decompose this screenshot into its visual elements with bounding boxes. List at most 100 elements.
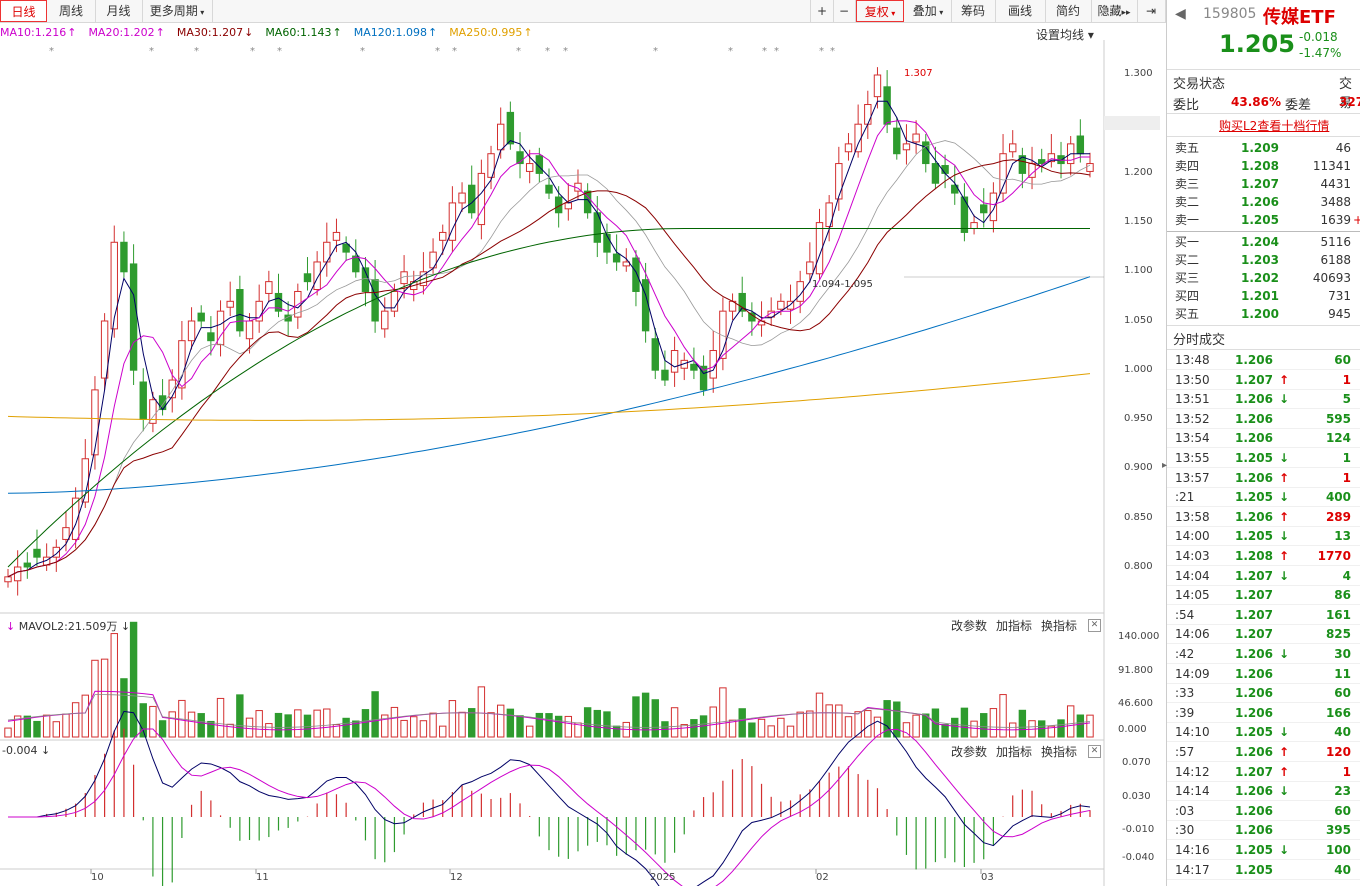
volume-bar (149, 705, 157, 738)
ask-price: 1.208 (1241, 159, 1279, 173)
weicha-value: 327 (1339, 95, 1360, 109)
tab-monthly[interactable]: 月线 (95, 0, 143, 22)
zoom-in-button[interactable]: + (810, 0, 834, 22)
volume-bar (525, 725, 534, 738)
trade-price: 1.206 (1235, 823, 1273, 838)
trade-volume: 5 (1342, 392, 1351, 407)
ask-row[interactable]: 卖三 1.207 4431 (1167, 175, 1360, 193)
bid-row[interactable]: 买五 1.200 945 (1167, 305, 1360, 323)
bid-volume: 945 (1328, 307, 1351, 321)
bid-volume: 5116 (1320, 235, 1351, 249)
close-icon[interactable]: ✕ (1088, 619, 1101, 632)
tab-daily[interactable]: 日线 (0, 0, 47, 22)
tab-weekly[interactable]: 周线 (47, 0, 96, 22)
candle-body (690, 363, 698, 371)
ask-volume: 4431 (1320, 177, 1351, 191)
add-indicator-button[interactable]: 加指标 (996, 619, 1033, 633)
trade-price: 1.206 (1235, 392, 1273, 407)
trade-volume: 60 (1334, 686, 1351, 701)
candle-body (216, 310, 225, 346)
bid-row[interactable]: 买四 1.201 731 (1167, 287, 1360, 305)
candle-body (352, 255, 360, 273)
draw-line-button[interactable]: 画线 (995, 0, 1046, 22)
bid-row[interactable]: 买一 1.204 5116 (1167, 233, 1360, 251)
volume-bar (236, 694, 244, 738)
volume-bar (1047, 725, 1056, 738)
candle-body (468, 184, 476, 214)
volume-bar (651, 699, 659, 738)
volume-bar (4, 727, 12, 738)
ask-row[interactable]: 卖五 1.209 46 (1167, 139, 1360, 157)
trade-price: 1.205 (1235, 451, 1273, 465)
collapse-panel-icon[interactable]: ⇥ (1137, 0, 1166, 22)
chips-button[interactable]: 筹码 (951, 0, 996, 22)
close-icon[interactable]: ✕ (1088, 745, 1101, 758)
trade-row: :33 1.206 60 (1167, 684, 1360, 704)
volume-bar (999, 694, 1007, 738)
arrow-down-icon: ↓ (1279, 725, 1290, 740)
candle-body (622, 261, 630, 267)
volume-bar (516, 715, 524, 738)
trade-price: 1.205 (1235, 725, 1273, 740)
add-indicator-button[interactable]: 加指标 (996, 745, 1033, 759)
candle-body (583, 190, 592, 214)
volume-bar (381, 714, 389, 738)
bid-label: 买二 (1175, 253, 1200, 267)
switch-indicator-button[interactable]: 换指标 (1041, 619, 1078, 633)
star-marker: * (774, 46, 779, 57)
ask-price: 1.207 (1241, 177, 1279, 191)
volume-bar (854, 711, 862, 738)
panel-toggle-icon[interactable]: ▸ (1162, 460, 1168, 471)
trade-time: 13:48 (1175, 353, 1210, 367)
candle-body (719, 310, 727, 359)
candle-body (941, 165, 949, 174)
adjust-price-button[interactable]: 复权 ▾ (856, 0, 904, 22)
trade-volume: 13 (1334, 529, 1351, 544)
arrow-up-icon: ↑ (1279, 470, 1290, 485)
price-tick: 0.850 (1124, 512, 1153, 523)
hide-button[interactable]: 隐藏▸▸ (1091, 0, 1138, 22)
ma30-line (7, 159, 1091, 578)
trade-row: 13:52 1.206 595 (1167, 410, 1360, 429)
ask-row[interactable]: 卖一 1.205 1639+ (1167, 211, 1360, 229)
set-ma-button[interactable]: 设置均线 ▾ (1036, 28, 1094, 42)
tab-more-periods[interactable]: 更多周期 ▾ (142, 0, 213, 22)
ask-row[interactable]: 卖二 1.206 3488 (1167, 193, 1360, 211)
candle-body (245, 320, 254, 340)
edit-params-button[interactable]: 改参数 (951, 745, 988, 759)
price-tick: 1.050 (1124, 315, 1153, 326)
l2-upgrade-link[interactable]: 购买L2查看十档行情 (1219, 119, 1330, 133)
volume-bar (120, 678, 128, 738)
trade-volume: 60 (1334, 803, 1351, 818)
stock-code: 159805 (1203, 6, 1257, 22)
trade-price: 1.207 (1235, 607, 1273, 622)
candle-body (806, 261, 814, 275)
star-marker: * (819, 46, 824, 57)
overlay-button[interactable]: 叠加 ▾ (905, 0, 952, 22)
current-price-marker (1104, 116, 1160, 130)
stock-chart[interactable]: * * * * * * * * * * * * * * * * * (0, 40, 1166, 886)
trade-time: 14:03 (1175, 549, 1210, 563)
simple-mode-button[interactable]: 简约 (1045, 0, 1092, 22)
volume-bar (506, 708, 515, 738)
price-tick: 1.200 (1124, 167, 1153, 178)
back-arrow-icon[interactable]: ◀ (1175, 6, 1186, 22)
star-marker: * (516, 46, 521, 57)
volume-bar (13, 715, 22, 738)
trade-time: 14:09 (1175, 666, 1210, 681)
switch-indicator-button[interactable]: 换指标 (1041, 745, 1078, 759)
bid-row[interactable]: 买二 1.203 6188 (1167, 251, 1360, 269)
candle-body (864, 104, 872, 125)
volume-bar (81, 694, 89, 738)
candle-body (603, 233, 611, 253)
arrow-down-icon: ↓ (1279, 529, 1290, 544)
date-tick: 02 (816, 872, 829, 883)
volume-bar (670, 707, 679, 738)
volume-bar (1057, 719, 1065, 738)
ask-row[interactable]: 卖四 1.208 11341 (1167, 157, 1360, 175)
trade-time: 14:04 (1175, 568, 1210, 583)
price-change: -0.018 (1299, 30, 1338, 44)
edit-params-button[interactable]: 改参数 (951, 619, 988, 633)
zoom-out-button[interactable]: − (833, 0, 856, 22)
bid-row[interactable]: 买三 1.202 40693 (1167, 269, 1360, 287)
